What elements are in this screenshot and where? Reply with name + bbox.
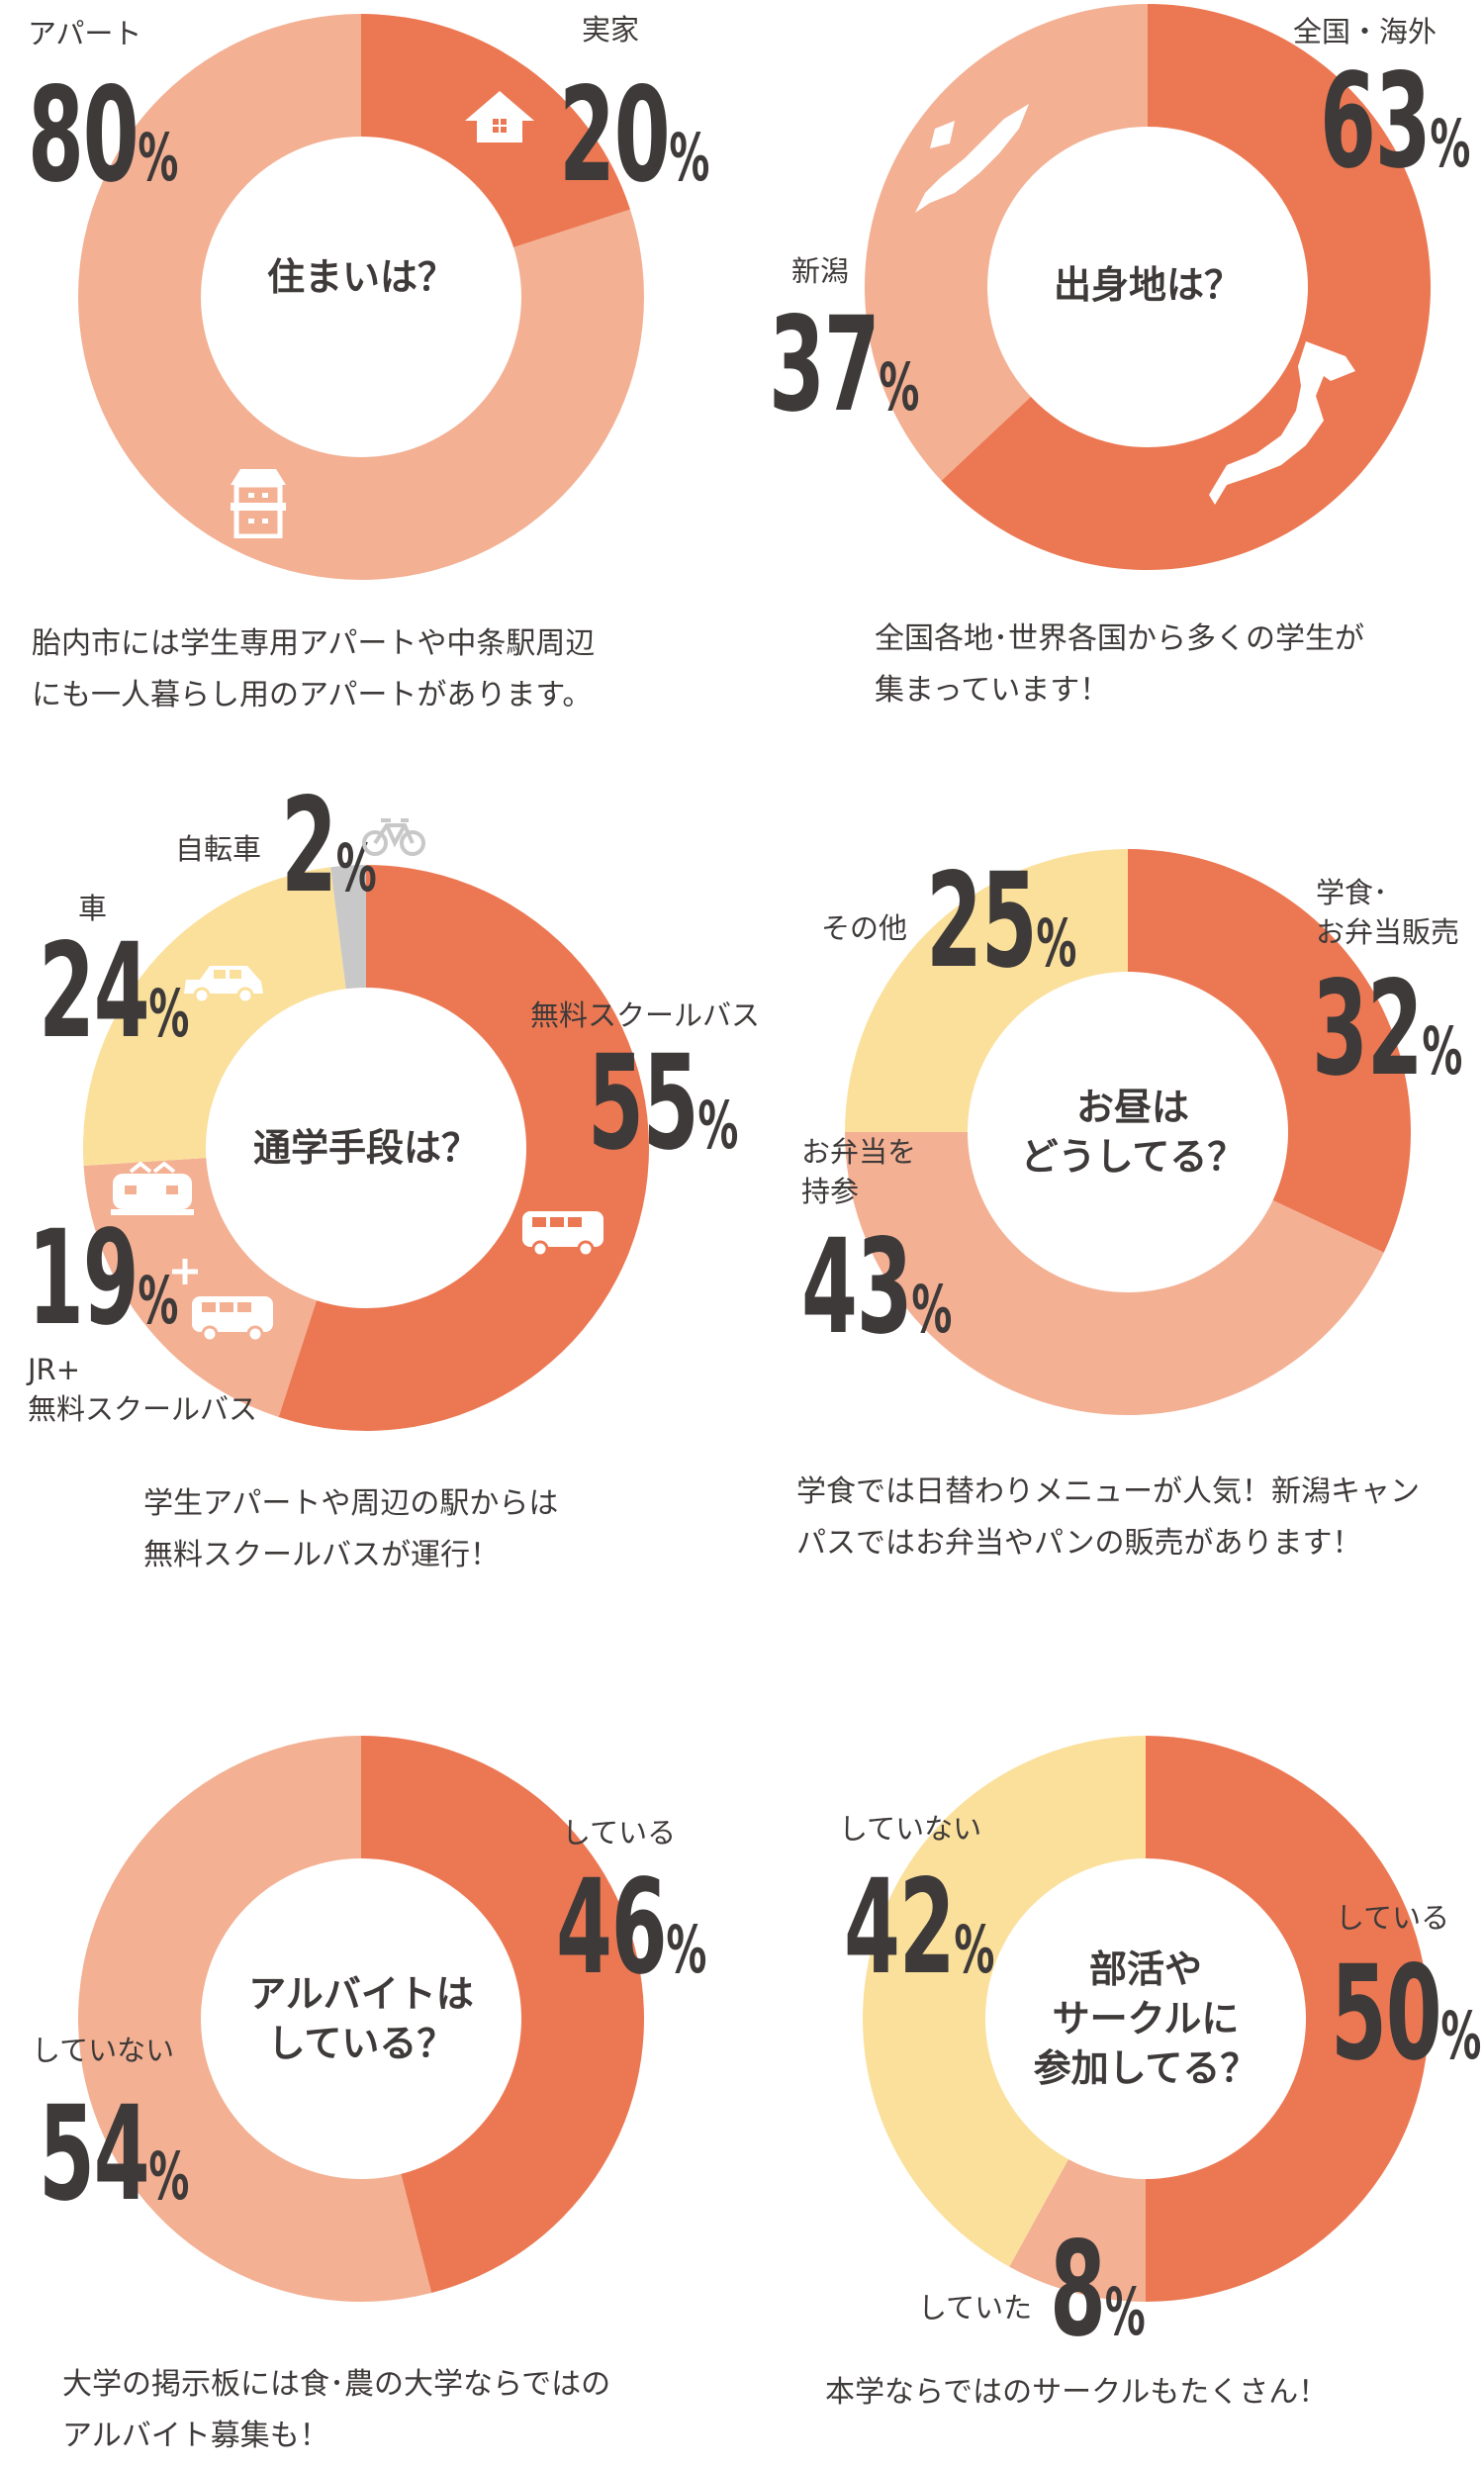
value-jr-plus-bus: 19%	[28, 1202, 178, 1355]
apartment-icon	[231, 469, 286, 538]
train-icon	[111, 1161, 194, 1215]
caption-parttime: 大学の掲示板には食･農の大学ならではの アルバイト募集も！	[62, 2367, 611, 2453]
donut-slice	[82, 867, 346, 1166]
chart-title-parttime: アルバイトは している？	[248, 1972, 474, 2065]
bicycle-icon	[362, 818, 425, 856]
caption-commute: 学生アパートや周辺の駅からは 無料スクールバスが運行！	[143, 1486, 559, 1572]
donut-slice	[865, 4, 1148, 481]
label-bicycle: 自転車	[175, 832, 262, 866]
value-previously-joined: 8%	[1050, 2214, 1146, 2366]
donut-slice	[278, 865, 650, 1431]
value-free-school-bus: 55%	[588, 1027, 738, 1180]
label-jr-plus-bus: JR+ 無料スクールバス	[28, 1353, 258, 1426]
donut-slice	[845, 1132, 1384, 1415]
value-niigata: 37%	[769, 289, 919, 441]
donut-slice	[845, 849, 1128, 1132]
label-car: 車	[78, 892, 108, 925]
label-niigata: 新潟	[791, 254, 850, 288]
value-family-home: 20%	[559, 59, 709, 212]
donut-slice	[78, 1736, 432, 2302]
chart-title-housing: 住まいは？	[266, 255, 455, 299]
value-bicycle: 2%	[281, 770, 377, 922]
donut-slice	[361, 1736, 645, 2294]
label-nationwide-overseas: 全国・海外	[1293, 15, 1438, 48]
label-free-school-bus: 無料スクールバス	[530, 998, 761, 1032]
value-cafeteria-bento: 32%	[1312, 953, 1462, 1105]
label-working: している	[562, 1816, 677, 1850]
value-other: 25%	[926, 845, 1076, 997]
value-working: 46%	[556, 1851, 706, 2004]
house-icon	[465, 91, 534, 142]
donut-slice	[330, 865, 366, 990]
niigata-map-icon	[915, 104, 1029, 213]
value-not-working: 54%	[39, 2078, 189, 2231]
caption-lunch: 学食では日替わりメニューが人気！新潟キャン パスではお弁当やパンの販売があります！	[796, 1474, 1420, 1561]
donut-slice	[862, 1736, 1146, 2267]
value-bring-bento: 43%	[801, 1211, 952, 1364]
school-bus-icon	[522, 1211, 603, 1258]
value-apartment: 80%	[28, 59, 178, 212]
chart-title-hometown: 出身地は？	[1053, 263, 1242, 307]
caption-housing: 胎内市には学生専用アパートや中条駅周辺 にも一人暮らし用のアパートがあります。	[32, 626, 596, 712]
label-not-working: していない	[32, 2034, 175, 2067]
donut-slice	[1009, 2158, 1146, 2302]
label-joined: している	[1336, 1901, 1450, 1935]
school-bus-icon	[192, 1296, 273, 1343]
value-joined: 50%	[1331, 1938, 1481, 2090]
label-family-home: 実家	[582, 13, 640, 47]
plus-icon	[172, 1259, 198, 1284]
value-not-joined: 42%	[844, 1851, 994, 2004]
donut-slice	[83, 1158, 317, 1418]
donut-slice	[1128, 849, 1411, 1253]
caption-hometown: 全国各地･世界各国から多くの学生が 集まっています！	[875, 621, 1364, 708]
label-cafeteria-bento: 学食･ お弁当販売	[1316, 876, 1460, 949]
value-car: 24%	[39, 915, 189, 1068]
label-not-joined: していない	[839, 1812, 982, 1846]
label-bring-bento: お弁当を 持参	[801, 1135, 917, 1208]
label-apartment: アパート	[28, 17, 142, 50]
chart-title-commute: 通学手段は？	[252, 1126, 479, 1170]
chart-title-lunch: お昼は どうしてる？	[1020, 1086, 1246, 1179]
donut-slice	[77, 14, 644, 580]
label-previously-joined: していた	[918, 2291, 1033, 2325]
japan-map-icon	[1209, 341, 1355, 505]
donut-slice	[1146, 1736, 1429, 2302]
value-nationwide-overseas: 63%	[1320, 46, 1470, 198]
car-icon	[184, 966, 263, 1003]
chart-title-clubs: 部活や サークルに 参加してる？	[1033, 1947, 1258, 2090]
label-other: その他	[821, 911, 908, 945]
caption-clubs: 本学ならではのサークルもたくさん！	[825, 2375, 1329, 2410]
